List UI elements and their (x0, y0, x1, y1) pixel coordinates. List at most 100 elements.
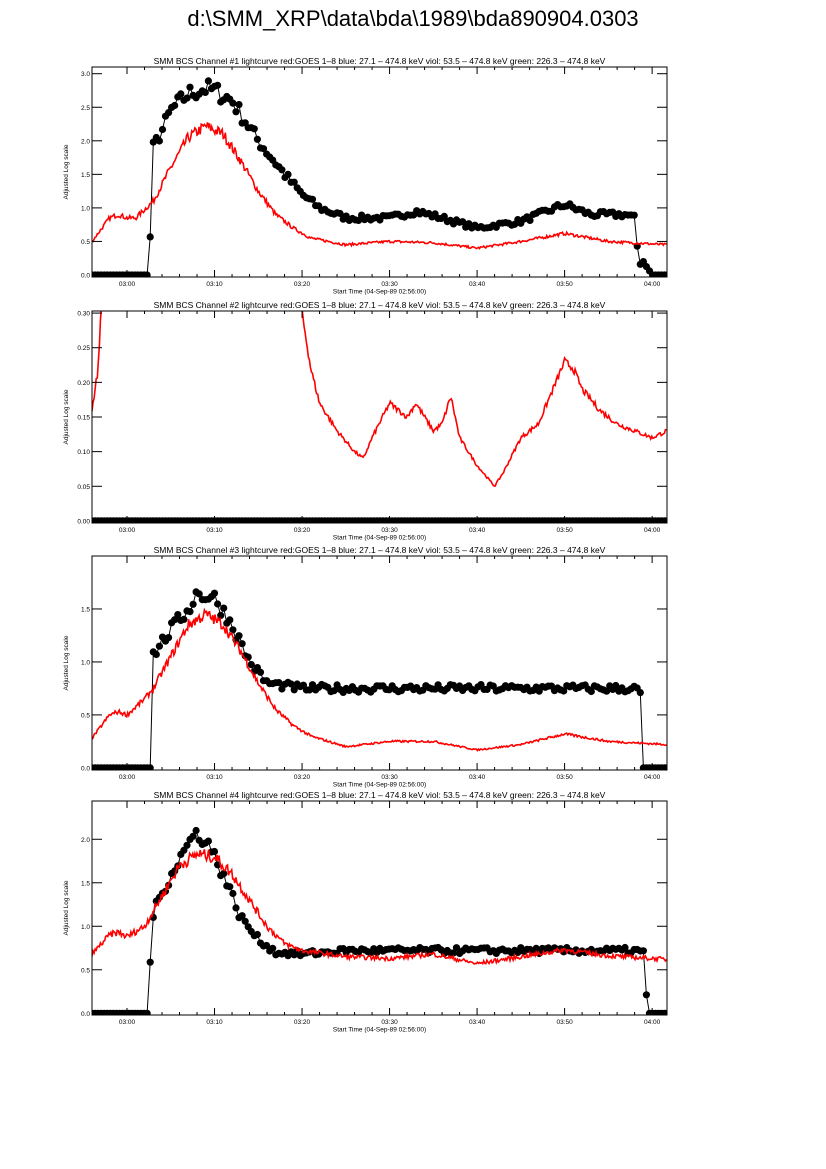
bcs-point (204, 837, 212, 845)
bcs-point (290, 686, 298, 694)
x-tick-label: 03:50 (556, 774, 573, 781)
bcs-point (336, 209, 344, 218)
bcs-point (263, 941, 271, 950)
y-tick-label: 0.0 (81, 765, 90, 772)
bcs-point (305, 686, 314, 694)
y-tick-label: 1.0 (81, 924, 90, 931)
bcs-points (92, 588, 667, 770)
bcs-point (204, 77, 212, 85)
bcs-point (630, 211, 638, 219)
y-tick-label: 0.10 (77, 449, 90, 456)
bcs-point (146, 233, 154, 241)
bcs-point (354, 216, 363, 224)
bcs-point (232, 904, 240, 912)
x-tick-label: 03:20 (294, 281, 311, 288)
bcs-point (238, 640, 246, 648)
bcs-point (253, 135, 261, 143)
panel-1: SMM BCS Channel #1 lightcurve red:GOES 1… (63, 56, 668, 296)
bcs-point (186, 83, 194, 91)
x-tick-label: 03:10 (206, 527, 223, 534)
bcs-point (214, 600, 222, 608)
bcs-point (275, 679, 283, 687)
x-tick-label: 04:00 (644, 1019, 661, 1026)
x-tick-label: 03:30 (381, 527, 398, 534)
bcs-point (210, 589, 219, 597)
bcs-point (308, 681, 317, 689)
bcs-point (661, 271, 667, 277)
bcs-point (639, 947, 648, 955)
plot-frame (91, 555, 668, 771)
x-axis-label: Start Time (04-Sep-89 02:56:00) (333, 1027, 426, 1034)
bcs-point (143, 271, 151, 277)
bcs-point (152, 650, 160, 659)
bcs-point (247, 661, 255, 669)
x-tick-label: 03:00 (119, 281, 136, 288)
panel-3: SMM BCS Channel #3 lightcurve red:GOES 1… (63, 545, 668, 789)
x-tick-label: 03:40 (469, 527, 486, 534)
bcs-point (220, 604, 228, 612)
panel-2: SMM BCS Channel #2 lightcurve red:GOES 1… (63, 300, 668, 542)
goes-curve (92, 849, 667, 966)
page-title: d:\SMM_XRP\data\bda\1989\bda890904.0303 (187, 6, 639, 31)
panel-title: SMM BCS Channel #1 lightcurve red:GOES 1… (154, 56, 606, 66)
bcs-point (642, 991, 651, 999)
bcs-point (220, 870, 228, 878)
x-tick-label: 03:10 (206, 1019, 223, 1026)
y-tick-label: 1.5 (81, 172, 90, 179)
x-tick-label: 03:30 (381, 774, 398, 781)
y-tick-label: 0.0 (81, 272, 90, 279)
bcs-point (459, 218, 467, 226)
x-tick-label: 04:00 (644, 281, 661, 288)
bcs-point (661, 517, 667, 523)
bcs-point (235, 632, 243, 640)
plot-frame (91, 310, 668, 524)
bcs-point (452, 944, 461, 952)
bcs-point (146, 764, 154, 770)
bcs-point (269, 944, 277, 952)
bcs-point (661, 764, 667, 770)
y-tick-label: 0.15 (77, 415, 90, 422)
bcs-point (560, 687, 568, 695)
bcs-point (253, 930, 261, 939)
bcs-point (621, 943, 629, 952)
x-axis-label: Start Time (04-Sep-89 02:56:00) (333, 289, 426, 296)
x-tick-label: 03:10 (206, 281, 223, 288)
x-tick-label: 03:00 (119, 527, 136, 534)
y-tick-label: 0.0 (81, 1011, 90, 1018)
panel-title: SMM BCS Channel #3 lightcurve red:GOES 1… (154, 545, 606, 555)
x-tick-label: 04:00 (644, 774, 661, 781)
bcs-point (143, 1009, 151, 1015)
x-tick-label: 03:30 (381, 281, 398, 288)
x-tick-label: 03:40 (469, 281, 486, 288)
x-tick-label: 03:50 (556, 1019, 573, 1026)
bcs-point (636, 689, 644, 697)
bcs-point (603, 687, 611, 695)
y-tick-label: 0.5 (81, 239, 90, 246)
y-tick-label: 2.0 (81, 837, 90, 844)
plot-frame (91, 800, 668, 1016)
bcs-point (284, 170, 292, 178)
x-axis-label: Start Time (04-Sep-89 02:56:00) (333, 535, 426, 542)
bcs-point (238, 912, 246, 920)
bcs-point (330, 687, 338, 695)
bcs-point (290, 178, 298, 186)
bcs-point (287, 680, 295, 688)
y-tick-label: 0.25 (77, 345, 90, 352)
y-tick-label: 0.30 (77, 311, 90, 318)
y-tick-label: 1.0 (81, 659, 90, 666)
bcs-line (92, 829, 665, 1014)
bcs-point (183, 841, 191, 849)
bcs-point (186, 608, 194, 616)
bcs-points (92, 77, 667, 277)
y-tick-label: 2.5 (81, 105, 90, 112)
bcs-point (189, 600, 197, 608)
y-tick-label: 0.05 (77, 484, 90, 491)
bcs-line (92, 79, 665, 276)
x-tick-label: 03:10 (206, 774, 223, 781)
bcs-point (171, 101, 179, 110)
x-tick-label: 03:20 (294, 1019, 311, 1026)
y-tick-label: 0.00 (77, 518, 90, 525)
x-tick-label: 03:40 (469, 1019, 486, 1026)
y-tick-label: 3.0 (81, 71, 90, 78)
